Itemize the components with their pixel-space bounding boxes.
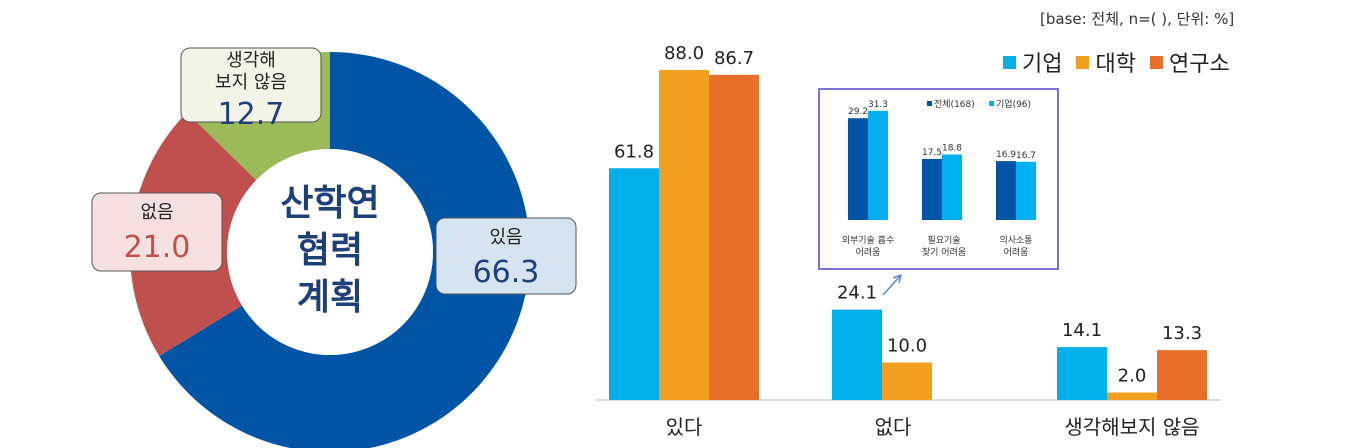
- donut-center-label: 협력: [297, 230, 363, 271]
- legend: 기업 대학 연구소: [1003, 46, 1230, 78]
- category-label: 있다: [666, 415, 703, 439]
- inset-bar-전체(168): [848, 118, 868, 220]
- inset-category-label: 필요기술: [927, 234, 960, 246]
- bar-value-label: 86.7: [714, 48, 754, 69]
- category-label: 생각해보지 않음: [1064, 415, 1199, 439]
- legend-label-institute: 연구소: [1168, 52, 1230, 77]
- legend-swatch-company: [1003, 55, 1016, 69]
- bar-value-label: 61.8: [614, 141, 654, 162]
- callout-unsure-box: [180, 47, 322, 123]
- inset-legend-label: 전체(168): [934, 99, 975, 110]
- bar-기업: [832, 309, 882, 400]
- bar-value-label: 14.1: [1062, 320, 1102, 341]
- inset-bar-전체(168): [996, 161, 1016, 220]
- inset-category-label: 외부기술 흡수: [842, 234, 895, 246]
- bar-기업: [1057, 347, 1107, 400]
- bar-대학: [882, 362, 932, 400]
- callout-yes-value: 66.3: [473, 255, 540, 290]
- bar-value-label: 2.0: [1118, 366, 1147, 387]
- legend-swatch-institute: [1149, 55, 1163, 69]
- bar-value-label: 10.0: [887, 336, 927, 357]
- bar-연구소: [709, 74, 759, 400]
- inset-legend-swatch: [927, 101, 932, 106]
- legend-item-institute: 연구소: [1149, 46, 1230, 78]
- bar-value-label: 88.0: [664, 43, 704, 64]
- inset-value-label: 17.5: [922, 148, 942, 158]
- legend-swatch-university: [1076, 55, 1090, 69]
- callout-no-box: [91, 192, 223, 272]
- bar-기업: [609, 168, 659, 400]
- legend-label-university: 대학: [1095, 52, 1136, 77]
- callout-yes-box: [435, 217, 577, 295]
- category-label: 없다: [875, 415, 912, 439]
- inset-value-label: 29.2: [848, 107, 868, 117]
- inset-category-label: 어려움: [856, 247, 881, 258]
- bar-대학: [1107, 392, 1157, 400]
- callout-unsure-label: 보지 않음: [215, 72, 287, 93]
- bar-value-label: 13.3: [1162, 323, 1202, 344]
- inset-legend-swatch: [989, 101, 994, 106]
- callout-unsure-label: 생각해: [226, 50, 276, 71]
- inset-value-label: 31.3: [868, 100, 888, 110]
- callout-no-label: 없음: [140, 202, 173, 223]
- inset-category-label: 찾기 어려움: [922, 247, 966, 258]
- base-note: [base: 전체, n=( ), 단위: %]: [1040, 10, 1235, 28]
- inset-bar-기업(96): [868, 110, 888, 220]
- legend-item-company: 기업: [1003, 46, 1062, 78]
- callout-no-value: 21.0: [124, 230, 191, 265]
- inset-value-label: 16.9: [996, 150, 1016, 160]
- inset-category-label: 어려움: [1004, 247, 1029, 258]
- inset-arrow-line: [882, 274, 902, 296]
- callout-unsure-value: 12.7: [218, 97, 285, 132]
- bar-대학: [659, 70, 709, 400]
- callout-yes-label: 있음: [489, 227, 522, 248]
- inset-bar-전체(168): [922, 159, 942, 220]
- bar-value-label: 24.1: [837, 283, 877, 304]
- bar-연구소: [1157, 350, 1207, 400]
- inset-legend-label: 기업(96): [996, 99, 1031, 110]
- inset-arrow-head: [892, 274, 902, 284]
- inset-value-label: 16.7: [1016, 151, 1036, 161]
- bar-chart: 61.8 88.0 86.7 있다 24.1 10.0 없다 14.1 2.0 13.3 생각해보지…: [595, 43, 1220, 439]
- inset-value-label: 18.8: [942, 143, 962, 153]
- donut-slice: [159, 52, 530, 448]
- inset-bar-기업(96): [942, 154, 962, 220]
- inset-bar-기업(96): [1016, 161, 1036, 220]
- legend-label-company: 기업: [1022, 52, 1063, 77]
- legend-item-university: 대학: [1076, 46, 1136, 78]
- donut-hole: [227, 149, 433, 355]
- inset-category-label: 의사소통: [999, 235, 1032, 246]
- donut-center-label: 계획: [297, 277, 363, 318]
- donut-center-label: 산학연: [280, 183, 379, 224]
